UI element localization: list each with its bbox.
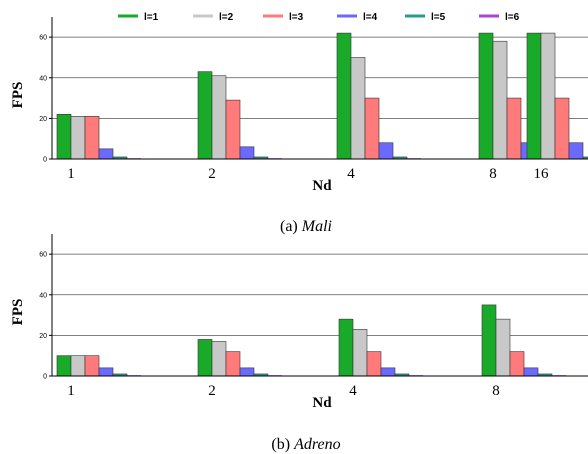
bar-2-l=3 [225,351,241,377]
x-axis-label: Nd [312,395,332,411]
bar-1-l=3 [84,355,100,377]
caption-a: (a) Mali [280,218,332,235]
bar-2-l=1 [197,339,213,377]
bar-16-l=1 [526,32,542,160]
bars [56,304,566,377]
bar-8-l=1 [478,32,494,160]
x-tick-label: 4 [349,383,357,399]
chart-mali: 0 20 40 60 1 2 4 8 16 Nd FPS [10,17,588,194]
bar-1-l=1 [56,114,72,160]
bar-8-l=4 [523,367,539,377]
bar-16-l=2 [540,32,556,160]
bar-1-l=4 [98,148,114,160]
bar-4-l=3 [364,97,380,160]
x-tick-label: 16 [534,166,550,182]
chart-adreno: 0 20 40 60 1 2 4 8 Nd FPS [10,234,588,411]
bar-2-l=4 [239,367,255,377]
bar-1-l=2 [70,116,86,160]
bar-2-l=2 [211,341,227,377]
bar-1-l=1 [56,355,72,377]
bar-1-l=3 [84,116,100,160]
bar-2-l=4 [239,146,255,160]
x-tick-label: 1 [67,383,75,399]
y-tick-label: 0 [43,374,47,381]
legend-label-3: l=3 [289,12,304,23]
legend-label-6: l=6 [505,12,520,23]
bar-2-l=1 [197,71,213,160]
x-tick-label: 4 [347,166,355,182]
legend: l=1 l=2 l=3 l=4 l=5 l=6 [118,12,520,23]
x-axis-label: Nd [312,178,332,194]
bar-4-l=4 [380,367,396,377]
bar-8-l=2 [495,318,511,377]
y-tick-label: 20 [39,116,47,123]
y-tick-label: 20 [39,333,47,340]
bar-2-l=3 [225,99,241,160]
bar-16-l=5 [582,156,588,160]
x-tick-label: 2 [208,383,216,399]
bar-8-l=3 [509,351,525,377]
y-tick-label: 60 [39,252,47,259]
bar-4-l=2 [350,57,366,160]
y-tick-label: 0 [43,157,47,164]
bars [56,32,588,160]
caption-b: (b) Adreno [271,436,340,453]
y-tick-label: 40 [39,292,47,299]
y-axis-label: FPS [10,299,26,326]
bar-8-l=1 [481,304,497,377]
y-axis-label: FPS [10,82,26,109]
bar-1-l=4 [98,367,114,377]
x-tick-label: 8 [489,166,497,182]
legend-label-5: l=5 [431,12,446,23]
bar-8-l=3 [506,97,522,160]
bar-4-l=2 [352,328,368,377]
bar-4-l=1 [336,32,352,160]
bar-16-l=4 [568,142,584,160]
bar-1-l=2 [70,355,86,377]
y-tick-label: 40 [39,75,47,82]
x-tick-label: 2 [208,166,216,182]
y-tick-label: 60 [39,35,47,42]
legend-label-2: l=2 [219,12,234,23]
bar-2-l=2 [211,75,227,160]
x-tick-label: 8 [492,383,500,399]
bar-4-l=3 [366,351,382,377]
legend-label-4: l=4 [363,12,378,23]
bar-16-l=3 [554,97,570,160]
bar-8-l=2 [492,40,508,160]
bar-4-l=1 [338,318,354,377]
x-tick-label: 1 [67,166,75,182]
bar-4-l=4 [378,142,394,160]
legend-label-1: l=1 [144,12,159,23]
